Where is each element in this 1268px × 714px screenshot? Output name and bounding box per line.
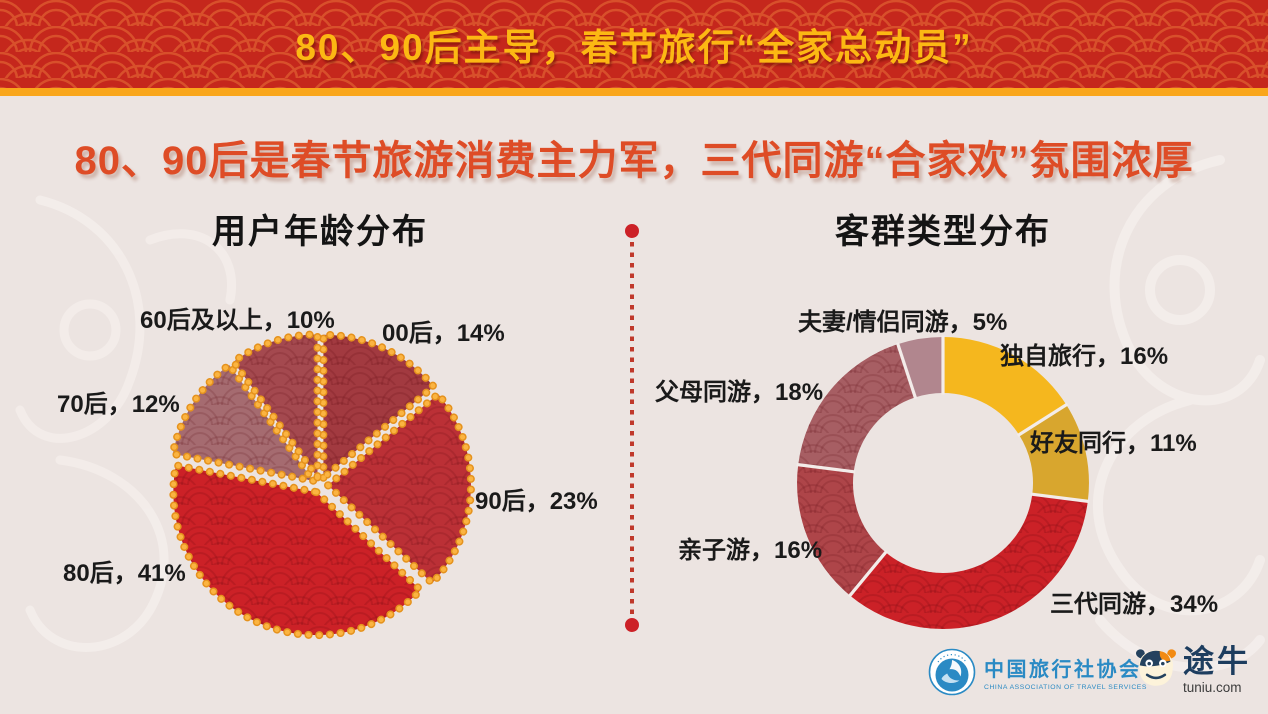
pie-slice-2: [169, 460, 427, 640]
donut-segment-0: [943, 337, 1067, 435]
page-subtitle: 80、90后是春节旅游消费主力军，三代同游“合家欢”氛围浓厚: [74, 139, 1194, 183]
banner-scale-pattern: [0, 0, 1268, 88]
tuniu-name-cn: 途牛: [1183, 644, 1251, 679]
pie-label-00s: 00后，14%: [382, 320, 505, 347]
tuniu-logo: 途牛 tuniu.com: [1133, 644, 1251, 695]
donut-segment-5: [897, 336, 943, 398]
pie-slice-3: [168, 359, 323, 487]
donut-label-solo: 独自旅行，16%: [1000, 343, 1169, 370]
donut-label-couples: 夫妻/情侣同游，5%: [798, 309, 1008, 336]
donut-gap-line: [1030, 492, 1090, 504]
pie-slice-1: [321, 388, 475, 589]
banner-title: 80、90后主导，春节旅行“全家总动员”: [295, 27, 973, 68]
divider-top-dot: [625, 224, 639, 238]
cats-name-cn: 中国旅行社协会: [984, 659, 1142, 681]
pie-label-90s: 90后，23%: [475, 488, 598, 515]
donut-gap-line: [895, 342, 918, 400]
donut-label-parent-child: 亲子游，16%: [678, 537, 823, 564]
banner-accent-stripe: [0, 88, 1268, 96]
pie-slice-4: [227, 330, 322, 490]
pie-label-80s: 80后，41%: [63, 560, 186, 587]
section-divider: [630, 242, 634, 614]
group-chart-title: 客群类型分布: [835, 213, 1051, 251]
donut-label-three-generations: 三代同游，34%: [1050, 591, 1219, 618]
cats-logo-text: 中国旅行社协会 CHINA ASSOCIATION OF TRAVEL SERV…: [984, 653, 1147, 691]
cats-logo-icon: [928, 648, 976, 696]
donut-gap-line: [796, 462, 856, 474]
age-pie-chart: [168, 330, 475, 640]
banner: 80、90后主导，春节旅行“全家总动员”: [0, 0, 1268, 88]
pie-label-60s-plus: 60后及以上，10%: [140, 307, 335, 334]
tuniu-domain: tuniu.com: [1183, 679, 1242, 695]
tuniu-cow-icon: [1136, 649, 1176, 686]
donut-segment-4: [798, 344, 916, 472]
pie-slice-0: [319, 330, 440, 487]
cats-logo: 中国旅行社协会 CHINA ASSOCIATION OF TRAVEL SERV…: [928, 648, 1147, 696]
donut-label-friends: 好友同行，11%: [1030, 430, 1197, 457]
donut-segment-2: [849, 494, 1088, 629]
donut-gap-line: [847, 550, 888, 598]
donut-segment-1: [1019, 404, 1089, 502]
cats-name-en: CHINA ASSOCIATION OF TRAVEL SERVICES: [984, 684, 1147, 691]
donut-segment-3: [797, 464, 886, 596]
divider-bottom-dot: [625, 618, 639, 632]
pie-label-70s: 70后，12%: [57, 391, 180, 418]
age-chart-title: 用户年龄分布: [212, 213, 428, 251]
group-donut-chart: [796, 335, 1090, 629]
tuniu-logo-text: 途牛 tuniu.com: [1183, 644, 1251, 695]
donut-gap-line: [1016, 402, 1069, 437]
donut-label-with-parents: 父母同游，18%: [655, 379, 824, 406]
